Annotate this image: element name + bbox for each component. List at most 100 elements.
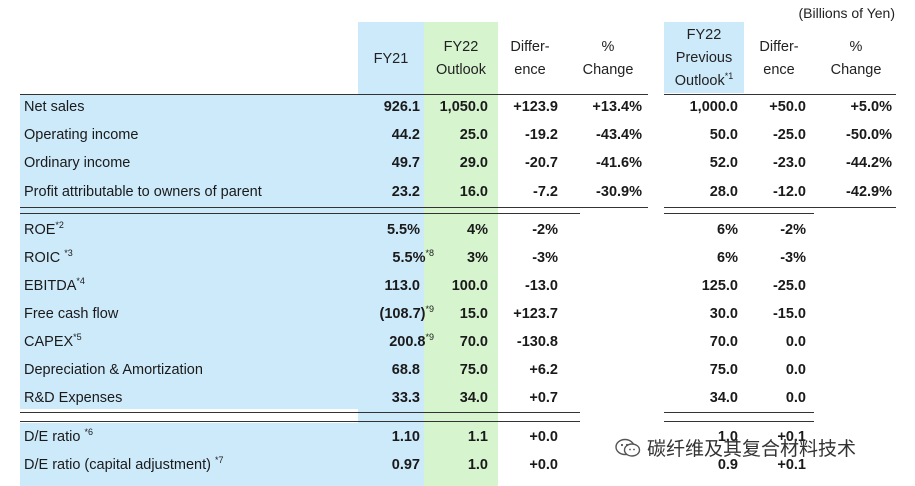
- cell-diff2: -25.0: [748, 126, 806, 144]
- cell-fy21: (108.7)*9: [358, 305, 434, 323]
- fy21-column-bg: [358, 22, 424, 486]
- row-label-footnote: *2: [55, 220, 64, 231]
- cell-diff-value: -19.2: [524, 127, 558, 143]
- cell-prev-value: 1.0: [717, 429, 738, 445]
- cell-diff-value: +0.0: [529, 457, 558, 473]
- header-difference-2-line2: ence: [763, 62, 795, 78]
- cell-pct: -43.4%: [570, 126, 642, 144]
- cell-outlook: 29.0: [424, 154, 488, 172]
- cell-fy21-value: 33.3: [391, 390, 420, 406]
- cell-prev-value: 70.0: [709, 334, 738, 350]
- cell-outlook: 70.0: [424, 333, 488, 351]
- cell-footnote: *9: [425, 304, 434, 315]
- rule-group3-left: [20, 412, 580, 413]
- cell-diff: +0.0: [498, 428, 558, 446]
- cell-fy21: 49.7: [358, 154, 420, 172]
- row-label-text: Profit attributable to owners of parent: [24, 184, 262, 200]
- cell-fy21-value: 200.8: [389, 334, 426, 350]
- header-prev-line3: Outlook*1: [664, 70, 744, 93]
- cell-pct-value: -30.9%: [596, 184, 642, 200]
- cell-diff2-value: +0.1: [777, 429, 806, 445]
- cell-prev: 52.0: [664, 154, 738, 172]
- cell-fy21: 113.0: [358, 277, 421, 295]
- row-label: Ordinary income: [24, 154, 130, 172]
- row-label-text: CAPEX: [24, 334, 74, 350]
- header-fy22-outlook-line1: FY22: [443, 39, 479, 55]
- cell-diff2-value: -3%: [780, 250, 806, 266]
- header-percent-change-2-line2: Change: [830, 62, 882, 78]
- row-label-text: Ordinary income: [24, 155, 131, 171]
- watermark-text: 碳纤维及其复合材料技术: [647, 439, 857, 460]
- cell-prev: 70.0: [664, 333, 738, 351]
- cell-diff-value: -7.2: [533, 184, 558, 200]
- cell-diff: +6.2: [498, 361, 558, 379]
- cell-fy21: 926.1: [358, 98, 420, 116]
- header-percent-change: % Change: [570, 36, 646, 82]
- cell-prev: 50.0: [664, 126, 738, 144]
- cell-fy21: 23.2: [358, 183, 420, 201]
- row-label-text: ROE: [24, 222, 56, 238]
- cell-outlook-value: 100.0: [451, 278, 488, 294]
- label-column-bg-bottom: [20, 423, 358, 486]
- cell-diff2: +50.0: [748, 98, 806, 116]
- unit-note: (Billions of Yen): [798, 5, 895, 21]
- cell-outlook: 1.1: [424, 428, 488, 446]
- cell-diff2: +0.1: [748, 428, 806, 446]
- cell-diff: +0.7: [498, 389, 558, 407]
- cell-diff-value: +123.9: [513, 99, 558, 115]
- row-label: CAPEX*5: [24, 333, 82, 351]
- cell-fy21-value: 5.5%: [386, 222, 420, 238]
- cell-pct2-value: -42.9%: [846, 184, 892, 200]
- rule-group3-right: [664, 412, 814, 413]
- cell-pct2-value: -44.2%: [846, 155, 892, 171]
- cell-prev: 6%: [664, 249, 738, 267]
- cell-prev-value: 30.0: [709, 306, 738, 322]
- cell-fy21-value: (108.7): [379, 306, 426, 322]
- row-label: D/E ratio *6: [24, 428, 93, 446]
- cell-diff2: +0.1: [748, 456, 806, 474]
- cell-outlook: 1,050.0: [424, 98, 488, 116]
- cell-outlook: 15.0: [424, 305, 488, 323]
- row-label-footnote: *4: [76, 276, 85, 287]
- header-prev-footnote: *1: [724, 71, 734, 82]
- cell-prev: 1,000.0: [664, 98, 738, 116]
- cell-outlook: 25.0: [424, 126, 488, 144]
- header-percent-change-2: % Change: [818, 36, 894, 82]
- cell-outlook-value: 1.0: [467, 457, 488, 473]
- cell-fy21: 33.3: [358, 389, 420, 407]
- cell-prev-value: 6%: [717, 222, 738, 238]
- cell-outlook-value: 1,050.0: [439, 99, 488, 115]
- cell-outlook-value: 1.1: [467, 429, 488, 445]
- cell-pct: +13.4%: [570, 98, 642, 116]
- cell-prev: 75.0: [664, 361, 738, 379]
- cell-prev: 30.0: [664, 305, 738, 323]
- cell-outlook-value: 29.0: [459, 155, 488, 171]
- cell-outlook: 1.0: [424, 456, 488, 474]
- cell-diff: -19.2: [498, 126, 558, 144]
- row-label-footnote: *6: [84, 427, 93, 438]
- cell-diff2: -25.0: [748, 277, 806, 295]
- cell-diff: +123.9: [498, 98, 558, 116]
- cell-fy21-value: 5.5%: [392, 250, 426, 266]
- watermark: 碳纤维及其复合材料技术: [615, 434, 856, 461]
- cell-outlook: 3%: [424, 249, 488, 267]
- row-label: Operating income: [24, 126, 138, 144]
- cell-fy21: 68.8: [358, 361, 420, 379]
- cell-diff: -2%: [498, 221, 558, 239]
- cell-fy21-value: 49.7: [391, 155, 420, 171]
- cell-diff2: -15.0: [748, 305, 806, 323]
- cell-outlook-value: 70.0: [459, 334, 488, 350]
- header-difference: Differ- ence: [498, 36, 562, 82]
- cell-diff2: -3%: [748, 249, 806, 267]
- cell-prev: 6%: [664, 221, 738, 239]
- cell-diff: +123.7: [498, 305, 558, 323]
- cell-diff2: -12.0: [748, 183, 806, 201]
- cell-diff2-value: 0.0: [785, 362, 806, 378]
- row-label-text: EBITDA: [24, 278, 77, 294]
- cell-outlook-value: 34.0: [459, 390, 488, 406]
- row-label: Free cash flow: [24, 305, 118, 323]
- cell-outlook-value: 25.0: [459, 127, 488, 143]
- cell-fy21: 5.5%: [358, 221, 420, 239]
- label-column-bg: [20, 95, 358, 409]
- cell-prev: 1.0: [664, 428, 738, 446]
